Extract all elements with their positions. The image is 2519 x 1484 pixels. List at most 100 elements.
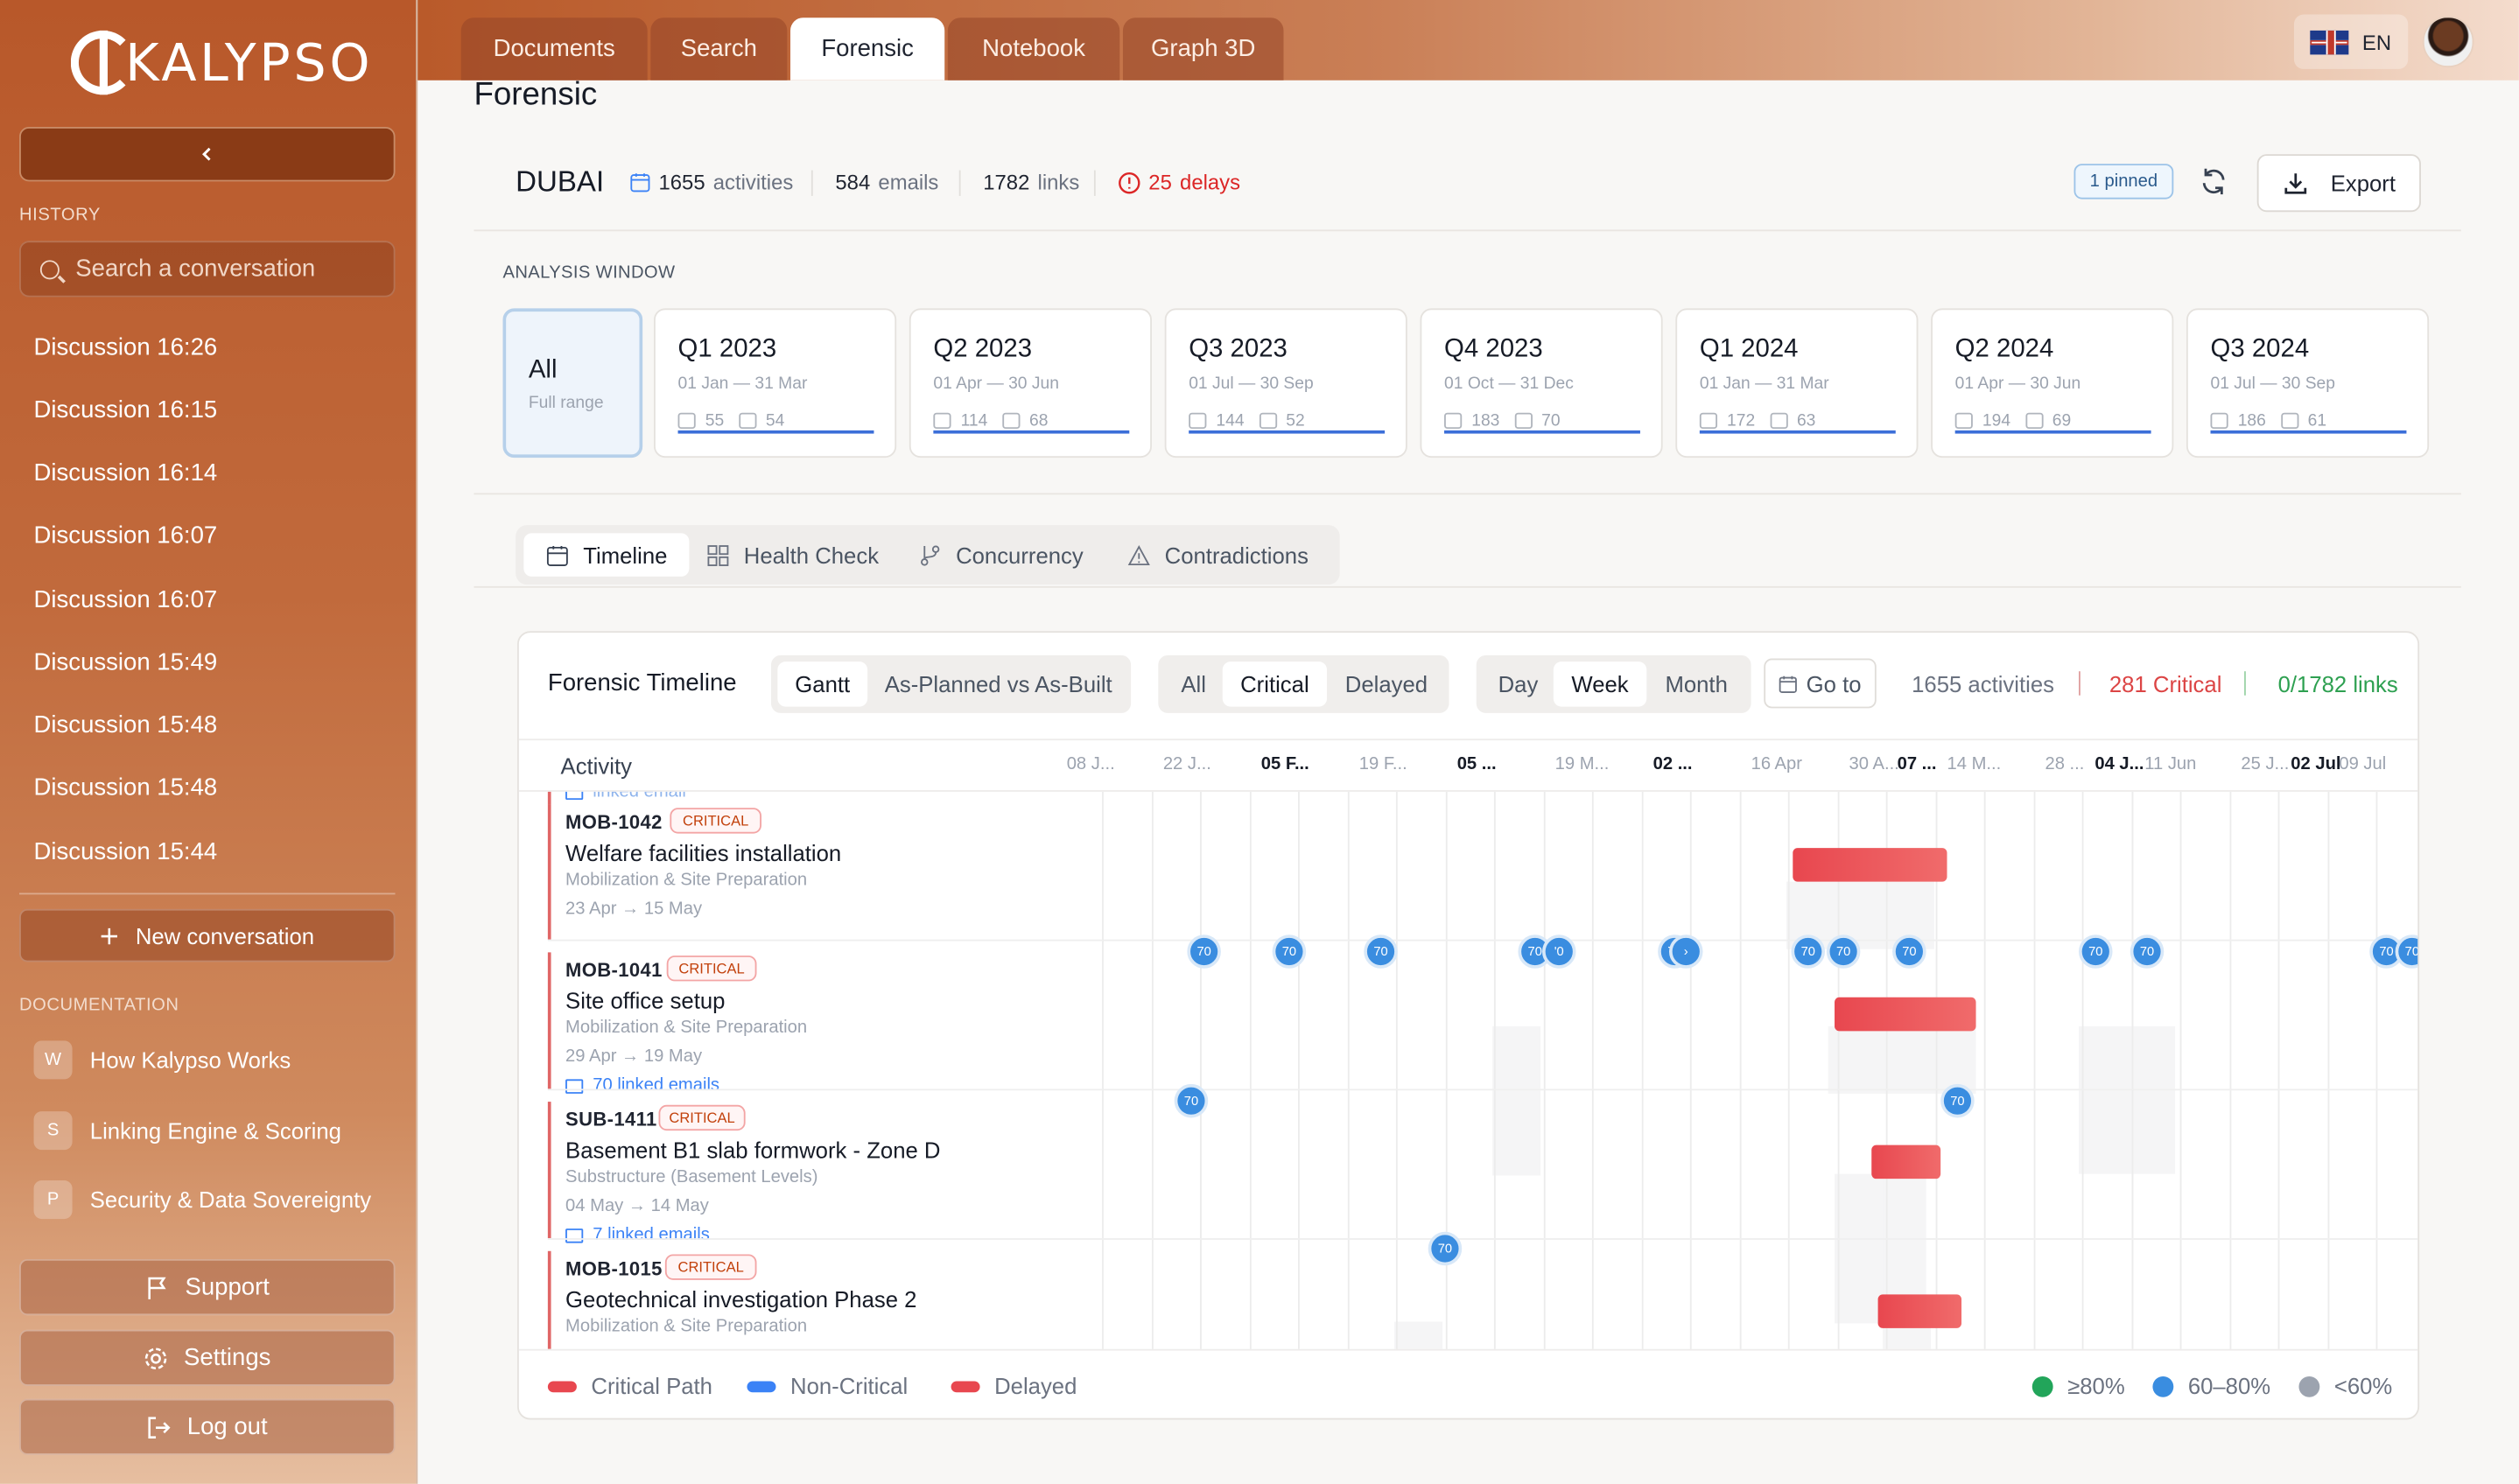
calendar-icon xyxy=(677,412,696,430)
gantt-body[interactable]: linked email MOB-1042 CRITICAL Welfare f… xyxy=(518,790,2418,1349)
analysis-card-title: Q2 2024 xyxy=(1954,335,2054,363)
doc-item-security[interactable]: P Security & Data Sovereignty xyxy=(33,1180,372,1220)
analysis-card-all[interactable]: All Full range xyxy=(502,308,643,458)
discussion-item[interactable]: Discussion 16:07 xyxy=(33,585,218,614)
delays-stat[interactable]: 25 delays xyxy=(1118,171,1240,194)
subtab-concurrency[interactable]: Concurrency xyxy=(896,533,1105,577)
linked-emails-link[interactable]: linked email xyxy=(565,791,686,802)
filter-toggle: All Critical Delayed xyxy=(1158,654,1449,713)
linked-email-marker[interactable]: 70 xyxy=(1272,934,1307,969)
discussion-item[interactable]: Discussion 16:26 xyxy=(33,333,218,361)
filter-critical[interactable]: Critical xyxy=(1222,662,1328,707)
analysis-card-range: 01 Oct — 31 Dec xyxy=(1444,374,1574,394)
view-planned-vs-built[interactable]: As-Planned vs As-Built xyxy=(884,671,1112,697)
tab-search[interactable]: Search xyxy=(650,18,788,80)
timeline-date-label: 07 ... xyxy=(1897,754,1937,774)
sidebar: KALYPSO HISTORY Search a conversation Di… xyxy=(0,0,418,1484)
conversation-search-input[interactable]: Search a conversation xyxy=(19,241,396,298)
doc-item-how-kalypso-works[interactable]: W How Kalypso Works xyxy=(33,1040,291,1080)
gantt-row[interactable]: MOB-1015 CRITICAL Geotechnical investiga… xyxy=(547,1250,1102,1349)
view-gantt[interactable]: Gantt xyxy=(777,662,868,707)
discussion-item[interactable]: Discussion 15:48 xyxy=(33,774,218,802)
activities-stat: 1655 activities xyxy=(629,171,793,194)
analysis-card-quarter[interactable]: Q4 2023 01 Oct — 31 Dec 183 70 xyxy=(1420,308,1663,458)
analysis-card-quarter[interactable]: Q2 2023 01 Apr — 30 Jun 114 68 xyxy=(909,308,1152,458)
filter-all[interactable]: All xyxy=(1181,671,1206,697)
tab-graph-3d[interactable]: Graph 3D xyxy=(1122,18,1284,80)
discussion-item[interactable]: Discussion 15:48 xyxy=(33,711,218,739)
critical-activity-bar[interactable] xyxy=(1871,1144,1941,1180)
new-conversation-button[interactable]: New conversation xyxy=(19,908,396,962)
refresh-icon[interactable] xyxy=(2198,165,2230,198)
analysis-card-quarter[interactable]: Q1 2023 01 Jan — 31 Mar 55 54 xyxy=(654,308,897,458)
linked-email-marker[interactable]: 70 xyxy=(2395,934,2418,969)
language-selector[interactable]: EN xyxy=(2293,14,2409,69)
discussion-item[interactable]: Discussion 15:44 xyxy=(33,838,218,866)
doc-item-linking-engine[interactable]: S Linking Engine & Scoring xyxy=(33,1111,341,1151)
linked-emails-link[interactable]: 70 linked emails xyxy=(565,1076,719,1096)
collapse-sidebar-button[interactable] xyxy=(19,126,396,182)
grid-line xyxy=(2277,791,2280,1349)
critical-activity-bar[interactable] xyxy=(1793,848,1947,882)
gantt-row[interactable]: MOB-1041 CRITICAL Site office setup Mobi… xyxy=(547,952,1102,1096)
logout-button[interactable]: Log out xyxy=(19,1398,396,1455)
linked-email-marker[interactable]: 70 xyxy=(1826,934,1861,969)
tab-forensic[interactable]: Forensic xyxy=(790,18,945,80)
discussion-item[interactable]: Discussion 16:07 xyxy=(33,522,218,550)
grid-line xyxy=(1641,791,1644,1349)
grid-line xyxy=(1837,791,1840,1349)
tab-documents[interactable]: Documents xyxy=(460,18,648,80)
linked-email-marker[interactable]: '0 xyxy=(1541,934,1576,969)
linked-email-marker[interactable]: › xyxy=(1668,934,1703,969)
discussion-item[interactable]: Discussion 15:49 xyxy=(33,648,218,676)
history-label: HISTORY xyxy=(19,205,101,225)
linked-email-marker[interactable]: 70 xyxy=(1892,934,1926,969)
grid-line xyxy=(1493,791,1496,1349)
activity-name: Welfare facilities installation xyxy=(565,839,842,866)
mail-icon xyxy=(1769,412,1787,430)
scale-month[interactable]: Month xyxy=(1665,671,1728,697)
timeline-activities-count: 1655 activities xyxy=(1912,671,2054,697)
critical-activity-bar[interactable] xyxy=(1835,997,1976,1032)
settings-button[interactable]: Settings xyxy=(19,1329,396,1386)
calendar-icon xyxy=(1444,412,1463,430)
activity-category: Mobilization & Site Preparation xyxy=(565,870,808,890)
critical-indicator xyxy=(547,1250,551,1349)
linked-email-marker[interactable]: 70 xyxy=(2130,934,2165,969)
scale-week[interactable]: Week xyxy=(1553,662,1647,707)
user-avatar[interactable] xyxy=(2422,16,2474,68)
gantt-row[interactable]: MOB-1042 CRITICAL Welfare facilities ins… xyxy=(547,804,1102,940)
card-email-count: 68 xyxy=(1029,410,1049,430)
export-button[interactable]: Export xyxy=(2256,154,2421,213)
filter-delayed[interactable]: Delayed xyxy=(1344,671,1428,697)
gantt-row[interactable]: SUB-1411 CRITICAL Basement B1 slab formw… xyxy=(547,1102,1102,1244)
subtab-contradictions[interactable]: Contradictions xyxy=(1105,533,1331,577)
app-logo[interactable]: KALYPSO xyxy=(70,25,373,99)
linked-email-marker[interactable]: 70 xyxy=(1174,1083,1209,1118)
analysis-card-quarter[interactable]: Q1 2024 01 Jan — 31 Mar 172 63 xyxy=(1675,308,1919,458)
card-progress-bar xyxy=(1444,430,1640,434)
linked-email-marker[interactable]: 70 xyxy=(1940,1083,1975,1118)
discussion-item[interactable]: Discussion 16:15 xyxy=(33,396,218,424)
linked-email-marker[interactable]: 70 xyxy=(1187,934,1221,969)
tab-notebook[interactable]: Notebook xyxy=(947,18,1120,80)
analysis-card-quarter[interactable]: Q2 2024 01 Apr — 30 Jun 194 69 xyxy=(1931,308,2174,458)
critical-indicator xyxy=(547,804,551,940)
discussion-item[interactable]: Discussion 16:14 xyxy=(33,458,218,487)
linked-email-marker[interactable]: 70 xyxy=(2079,934,2113,969)
support-button[interactable]: Support xyxy=(19,1258,396,1316)
scale-day[interactable]: Day xyxy=(1498,671,1539,697)
card-activity-count: 172 xyxy=(1727,410,1756,430)
linked-emails-link[interactable]: 7 linked emails xyxy=(565,1225,710,1244)
analysis-card-quarter[interactable]: Q3 2023 01 Jul — 30 Sep 144 52 xyxy=(1164,308,1407,458)
goto-button[interactable]: Go to xyxy=(1764,658,1877,709)
linked-email-marker[interactable]: 70 xyxy=(1428,1231,1463,1266)
pinned-badge[interactable]: 1 pinned xyxy=(2073,164,2174,200)
linked-email-marker[interactable]: 70 xyxy=(1791,934,1826,969)
subtab-health-check[interactable]: Health Check xyxy=(684,533,902,577)
critical-activity-bar[interactable] xyxy=(1877,1294,1962,1328)
analysis-card-quarter[interactable]: Q3 2024 01 Jul — 30 Sep 186 61 xyxy=(2186,308,2430,458)
linked-email-marker[interactable]: 70 xyxy=(1364,934,1398,969)
subtab-timeline[interactable]: Timeline xyxy=(523,533,691,577)
